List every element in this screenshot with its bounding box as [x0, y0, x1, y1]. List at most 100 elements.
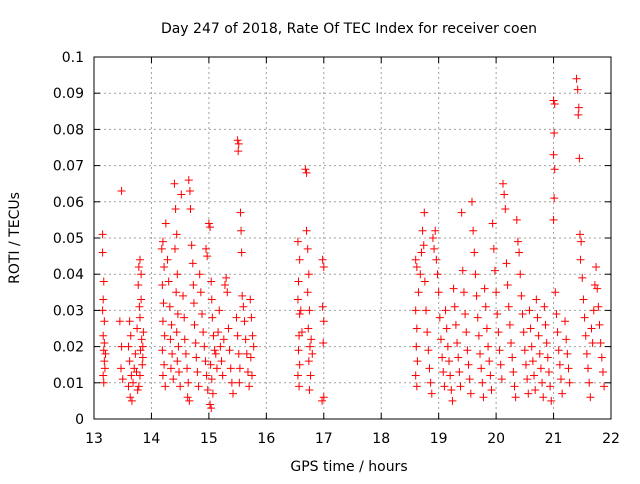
data-point-marker: [115, 317, 124, 326]
data-point-marker: [517, 291, 526, 300]
data-point-marker: [185, 186, 194, 195]
data-point-marker: [528, 357, 537, 366]
data-point-marker: [510, 382, 519, 391]
data-point-marker: [124, 342, 133, 351]
data-point-marker: [248, 331, 257, 340]
data-point-marker: [447, 386, 456, 395]
data-point-marker: [466, 389, 475, 398]
data-point-marker: [130, 364, 139, 373]
data-point-marker: [507, 338, 516, 347]
data-point-marker: [412, 324, 421, 333]
data-point-marker: [509, 367, 518, 376]
data-point-marker: [563, 349, 572, 358]
plot-frame: [93, 56, 612, 420]
data-point-marker: [519, 328, 528, 337]
data-point-marker: [540, 302, 549, 311]
data-point-marker: [180, 335, 189, 344]
data-point-marker: [526, 324, 535, 333]
data-point-marker: [100, 357, 109, 366]
data-point-marker: [581, 331, 590, 340]
data-point-marker: [133, 386, 142, 395]
data-point-marker: [549, 215, 558, 224]
data-point-marker: [161, 382, 170, 391]
data-point-marker: [501, 205, 510, 214]
data-point-marker: [417, 248, 426, 257]
data-point-marker: [502, 259, 511, 268]
data-point-marker: [555, 360, 564, 369]
data-point-marker: [125, 357, 134, 366]
data-point-marker: [464, 360, 473, 369]
data-point-marker: [176, 382, 185, 391]
y-tick-label: 0.06: [53, 195, 84, 211]
data-point-marker: [304, 270, 313, 279]
data-point-marker: [135, 313, 144, 322]
data-point-marker: [485, 357, 494, 366]
data-point-marker: [531, 386, 540, 395]
data-point-marker: [423, 328, 432, 337]
data-point-marker: [117, 342, 126, 351]
data-point-marker: [459, 288, 468, 297]
data-point-marker: [564, 364, 573, 373]
data-point-marker: [455, 367, 464, 376]
data-point-marker: [594, 302, 603, 311]
data-point-marker: [99, 277, 108, 286]
data-point-marker: [544, 367, 553, 376]
data-point-marker: [435, 313, 444, 322]
data-point-marker: [134, 262, 143, 271]
x-tick-label: 22: [602, 431, 620, 447]
data-point-marker: [220, 281, 229, 290]
data-point-marker: [158, 317, 167, 326]
data-point-marker: [199, 328, 208, 337]
data-point-marker: [582, 349, 591, 358]
data-point-marker: [596, 338, 605, 347]
data-point-marker: [294, 277, 303, 286]
data-point-marker: [572, 74, 581, 83]
data-point-marker: [225, 346, 234, 355]
data-point-marker: [414, 288, 423, 297]
data-point-marker: [207, 375, 216, 384]
data-point-marker: [476, 349, 485, 358]
data-point-marker: [419, 241, 428, 250]
data-point-marker: [99, 295, 108, 304]
data-point-marker: [441, 306, 450, 315]
data-point-marker: [215, 306, 224, 315]
data-point-marker: [584, 364, 593, 373]
data-point-marker: [186, 205, 195, 214]
data-point-marker: [134, 382, 143, 391]
data-point-marker: [550, 194, 559, 203]
data-point-marker: [500, 190, 509, 199]
x-tick-label: 21: [545, 431, 563, 447]
data-point-marker: [426, 378, 435, 387]
data-point-marker: [478, 378, 487, 387]
x-axis-label: GPS time / hours: [290, 459, 407, 475]
data-point-marker: [169, 375, 178, 384]
data-point-marker: [513, 237, 522, 246]
data-point-marker: [241, 335, 250, 344]
data-point-marker: [427, 389, 436, 398]
data-point-marker: [118, 375, 127, 384]
data-point-marker: [587, 324, 596, 333]
data-point-marker: [177, 190, 186, 199]
data-point-marker: [445, 357, 454, 366]
data-point-marker: [411, 255, 420, 264]
data-point-marker: [180, 313, 189, 322]
data-point-marker: [433, 270, 442, 279]
data-point-marker: [530, 371, 539, 380]
y-tick-label: 0.07: [53, 159, 84, 175]
data-point-marker: [133, 324, 142, 333]
data-point-marker: [413, 357, 422, 366]
data-point-marker: [136, 346, 145, 355]
data-point-marker: [319, 317, 328, 326]
data-point-marker: [598, 367, 607, 376]
data-point-marker: [550, 100, 559, 109]
data-point-marker: [183, 393, 192, 402]
data-point-marker: [434, 288, 443, 297]
data-point-marker: [293, 371, 302, 380]
data-point-marker: [451, 320, 460, 329]
data-point-marker: [232, 313, 241, 322]
data-point-marker: [542, 338, 551, 347]
data-point-marker: [448, 396, 457, 405]
data-point-marker: [184, 176, 193, 185]
data-point-marker: [503, 281, 512, 290]
data-point-marker: [132, 367, 141, 376]
